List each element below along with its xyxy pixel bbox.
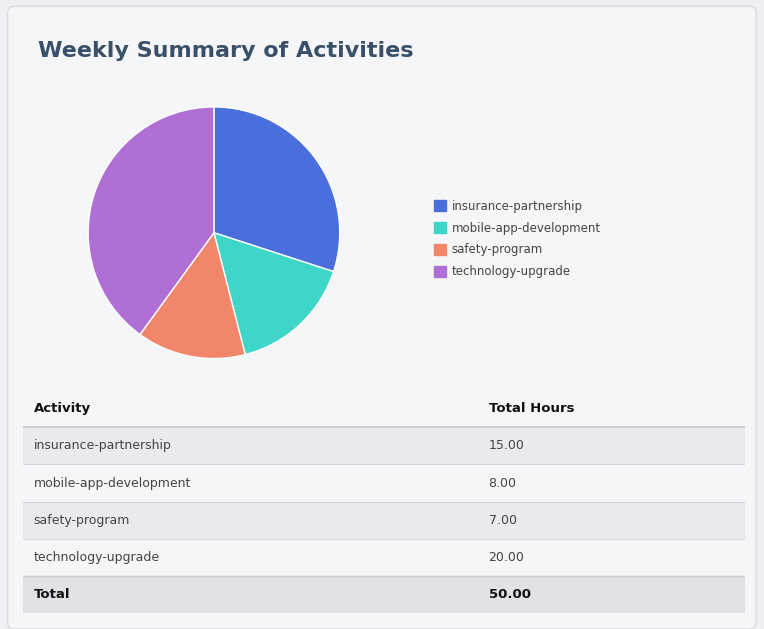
Bar bbox=[23, 576, 745, 613]
Wedge shape bbox=[140, 233, 245, 359]
Text: Activity: Activity bbox=[34, 402, 91, 415]
Text: Total Hours: Total Hours bbox=[489, 402, 574, 415]
Text: 7.00: 7.00 bbox=[489, 514, 516, 526]
Text: technology-upgrade: technology-upgrade bbox=[34, 551, 160, 564]
Bar bbox=[23, 539, 745, 576]
Bar bbox=[23, 501, 745, 539]
Bar bbox=[23, 427, 745, 464]
Text: safety-program: safety-program bbox=[34, 514, 130, 526]
Text: mobile-app-development: mobile-app-development bbox=[34, 477, 191, 489]
Text: Weekly Summary of Activities: Weekly Summary of Activities bbox=[38, 41, 413, 61]
Wedge shape bbox=[214, 107, 340, 272]
Legend: insurance-partnership, mobile-app-development, safety-program, technology-upgrad: insurance-partnership, mobile-app-develo… bbox=[434, 200, 601, 278]
Text: 15.00: 15.00 bbox=[489, 439, 524, 452]
Text: insurance-partnership: insurance-partnership bbox=[34, 439, 172, 452]
Wedge shape bbox=[88, 107, 214, 335]
Text: 50.00: 50.00 bbox=[489, 588, 530, 601]
Text: 20.00: 20.00 bbox=[489, 551, 524, 564]
Wedge shape bbox=[214, 233, 334, 355]
Bar bbox=[23, 390, 745, 427]
FancyBboxPatch shape bbox=[8, 6, 756, 629]
Text: 8.00: 8.00 bbox=[489, 477, 516, 489]
Text: Total: Total bbox=[34, 588, 70, 601]
Bar bbox=[23, 464, 745, 501]
